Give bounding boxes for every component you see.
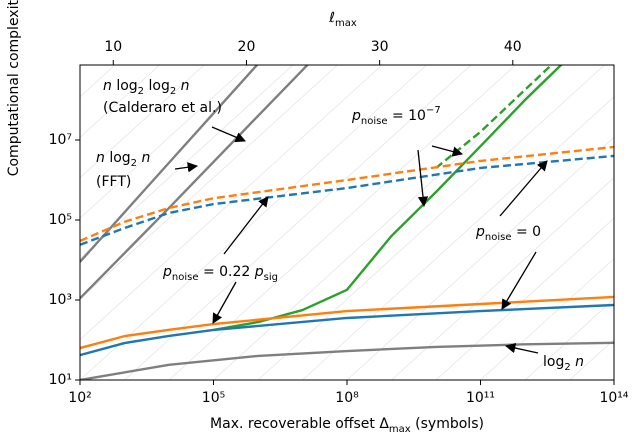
hatch-line bbox=[80, 65, 294, 260]
text-part: noise bbox=[485, 232, 512, 243]
y-tick-label: 10⁵ bbox=[49, 212, 72, 228]
text-part: log bbox=[112, 78, 138, 94]
series-line bbox=[213, 65, 563, 332]
hatch-line bbox=[213, 65, 561, 380]
text-part: sig bbox=[264, 272, 278, 283]
hatch-line bbox=[613, 379, 614, 380]
annotation: log2 n bbox=[543, 354, 584, 373]
x2-tick-label: 30 bbox=[371, 39, 389, 55]
series-line bbox=[80, 145, 614, 243]
text-part: n bbox=[176, 78, 189, 94]
hatch-line bbox=[569, 339, 614, 380]
text-part: p bbox=[351, 108, 361, 124]
text-part: (FFT) bbox=[96, 174, 131, 190]
x-tick-label: 10¹⁴ bbox=[599, 390, 628, 406]
text-part: 2 bbox=[170, 86, 176, 97]
y-axis-label: Computational complexity bbox=[6, 0, 22, 176]
x-tick-label: 10⁸ bbox=[335, 390, 359, 406]
text-part: noise bbox=[172, 272, 199, 283]
annotation: (FFT) bbox=[96, 174, 131, 190]
annotation-arrow bbox=[211, 126, 246, 143]
text-part: p bbox=[475, 224, 485, 240]
x2-tick-label: 20 bbox=[238, 39, 256, 55]
annotation: pnoise = 0 bbox=[475, 224, 541, 243]
x-tick-label: 10² bbox=[68, 390, 91, 406]
annotation: n log2 n bbox=[96, 150, 150, 169]
hatch-line bbox=[346, 136, 614, 380]
series-line bbox=[80, 341, 614, 380]
series-line bbox=[80, 303, 614, 357]
text-part: 2 bbox=[138, 86, 144, 97]
text-part: n bbox=[96, 150, 105, 166]
x2-axis-label: ℓmax bbox=[328, 10, 357, 29]
hatch-line bbox=[80, 65, 427, 380]
annotation-arrow bbox=[174, 162, 199, 173]
text-part: = 10 bbox=[388, 108, 426, 124]
hatch-line bbox=[80, 65, 383, 341]
series-line bbox=[435, 65, 554, 169]
y-tick-label: 10³ bbox=[49, 292, 72, 308]
annotation-arrow bbox=[501, 251, 537, 310]
text-part: log bbox=[543, 354, 564, 370]
text-part: Max. recoverable offset Δ bbox=[210, 416, 389, 432]
text-part: p bbox=[162, 264, 172, 280]
y-tick-label: 10⁷ bbox=[49, 132, 72, 148]
text-part: log bbox=[105, 150, 131, 166]
annotation-arrow bbox=[499, 160, 548, 217]
text-part: max bbox=[335, 18, 357, 29]
annotation-arrow bbox=[504, 342, 539, 354]
x-axis-label: Max. recoverable offset Δmax (symbols) bbox=[210, 416, 484, 435]
annotation: (Calderaro et al.) bbox=[103, 100, 222, 116]
series-line bbox=[80, 65, 259, 263]
hatch-line bbox=[524, 298, 614, 380]
text-part: max bbox=[389, 424, 411, 435]
series-line bbox=[80, 65, 310, 300]
text-part: (Calderaro et al.) bbox=[103, 100, 222, 116]
text-part: n bbox=[571, 354, 584, 370]
x2-tick-label: 10 bbox=[104, 39, 122, 55]
hatch-line bbox=[80, 65, 160, 138]
text-part: 2 bbox=[131, 158, 137, 169]
hatch-line bbox=[80, 65, 205, 179]
annotation-arrow bbox=[212, 281, 237, 324]
hatch-line bbox=[80, 65, 249, 219]
text-part: −7 bbox=[426, 105, 441, 116]
hatch-line bbox=[80, 65, 338, 300]
series-line bbox=[80, 154, 614, 246]
y-tick-label: 10¹ bbox=[49, 372, 72, 388]
series-line bbox=[80, 295, 614, 350]
text-part: = 0 bbox=[512, 224, 542, 240]
text-part: ℓ bbox=[328, 10, 335, 26]
text-part: 2 bbox=[564, 362, 570, 373]
text-part: = 0.22 bbox=[199, 264, 255, 280]
x-tick-label: 10¹¹ bbox=[466, 390, 495, 406]
text-part: n bbox=[137, 150, 150, 166]
annotation-arrow bbox=[417, 149, 429, 208]
annotation-arrow bbox=[431, 145, 464, 157]
hatch-line bbox=[302, 96, 614, 380]
text-part: (symbols) bbox=[411, 416, 484, 432]
text-part: n bbox=[103, 78, 112, 94]
hatch-line bbox=[435, 217, 614, 380]
axes: 10² 10⁵ 10⁸ 10¹¹ 10¹⁴ 10¹ 10³ 10⁵ 10⁷ 10 20 30 40 Max… bbox=[49, 10, 629, 435]
text-part: p bbox=[254, 264, 264, 280]
text-part: log bbox=[144, 78, 170, 94]
annotation: pnoise = 10−7 bbox=[351, 105, 441, 127]
annotation: n log2 log2 n bbox=[103, 78, 190, 97]
hatch-line bbox=[391, 177, 614, 380]
x2-tick-label: 40 bbox=[504, 39, 522, 55]
annotation-arrow bbox=[223, 196, 269, 255]
hatch-line bbox=[480, 258, 614, 380]
background-hatching bbox=[80, 65, 614, 380]
plot-area bbox=[80, 65, 614, 380]
annotation: pnoise = 0.22 psig bbox=[162, 264, 278, 283]
hatch-line bbox=[257, 65, 605, 380]
text-part: noise bbox=[361, 116, 388, 127]
x-tick-label: 10⁵ bbox=[202, 390, 225, 406]
